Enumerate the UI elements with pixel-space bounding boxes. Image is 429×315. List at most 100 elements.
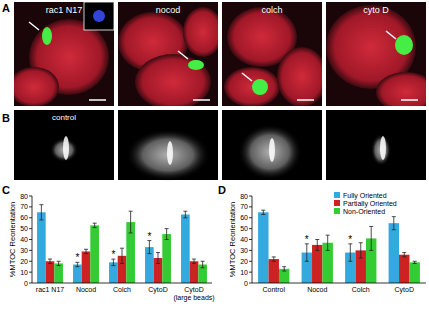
tick bbox=[249, 239, 252, 240]
error-cap bbox=[261, 210, 265, 211]
error-cap bbox=[392, 216, 396, 217]
bar bbox=[90, 225, 99, 283]
cell-profile bbox=[238, 124, 302, 180]
bar bbox=[279, 269, 289, 283]
error-line bbox=[122, 248, 123, 263]
error-cap bbox=[305, 261, 309, 262]
category-label: CytoD bbox=[148, 286, 167, 294]
category-label: Colch bbox=[113, 286, 131, 293]
legend-label: Partially Oriented bbox=[343, 200, 397, 208]
tick bbox=[249, 272, 252, 273]
cell bbox=[183, 7, 218, 57]
arrow bbox=[29, 22, 39, 30]
mtoc bbox=[380, 136, 386, 160]
panel-label: A bbox=[2, 2, 10, 14]
category-label: Control bbox=[262, 286, 285, 293]
scale-bar bbox=[193, 99, 210, 101]
panel-label: D bbox=[218, 184, 226, 196]
error-line bbox=[130, 211, 131, 233]
error-bar bbox=[192, 259, 196, 263]
chart: C01020304050607080%MTOC Reorientation***… bbox=[2, 184, 215, 302]
error-cap bbox=[282, 266, 286, 267]
error-cap bbox=[402, 256, 406, 257]
bars bbox=[258, 210, 420, 283]
label-line: Control bbox=[262, 286, 285, 293]
scale-bar bbox=[297, 99, 314, 101]
tick-label: 70 bbox=[240, 203, 248, 210]
micrograph: rac1 N17 bbox=[9, 2, 114, 107]
error-line bbox=[94, 223, 95, 227]
bar bbox=[82, 251, 91, 283]
error-cap bbox=[156, 263, 160, 264]
error-bar bbox=[39, 205, 43, 220]
y-axis bbox=[32, 196, 33, 283]
bar bbox=[162, 234, 171, 283]
error-cap bbox=[413, 261, 417, 262]
error-cap bbox=[120, 248, 124, 249]
bar bbox=[37, 212, 46, 283]
tick bbox=[249, 283, 252, 284]
cells bbox=[224, 7, 322, 106]
legend-swatch bbox=[334, 208, 340, 214]
cell bbox=[376, 72, 426, 106]
micrograph: cyto D bbox=[326, 2, 429, 112]
error-line bbox=[263, 210, 264, 214]
micrograph: colch bbox=[222, 2, 327, 107]
error-cap bbox=[272, 256, 276, 257]
tick-label: 50 bbox=[20, 225, 28, 232]
mtoc bbox=[269, 138, 275, 162]
image-label: cyto D bbox=[363, 5, 389, 15]
error-cap bbox=[192, 259, 196, 260]
category-label: Nocod bbox=[76, 286, 96, 293]
tick-label: 10 bbox=[20, 269, 28, 276]
error-cap bbox=[93, 227, 97, 228]
x-axis bbox=[32, 283, 212, 284]
label-line: CytoD bbox=[395, 286, 414, 294]
tick bbox=[249, 196, 252, 197]
tick bbox=[249, 261, 252, 262]
error-cap bbox=[39, 219, 43, 220]
error-line bbox=[149, 241, 150, 254]
error-cap bbox=[129, 232, 133, 233]
significance: * bbox=[111, 249, 115, 260]
error-bar bbox=[305, 244, 309, 261]
category-label: Colch bbox=[352, 286, 370, 293]
error-cap bbox=[165, 239, 169, 240]
error-bar bbox=[413, 261, 417, 263]
error-bar bbox=[315, 240, 319, 251]
significance: * bbox=[305, 234, 309, 245]
label-line: Nocod bbox=[307, 286, 327, 293]
error-cap bbox=[156, 252, 160, 253]
tick bbox=[29, 217, 32, 218]
axis-title: %MTOC Reorientation bbox=[228, 202, 237, 277]
tick bbox=[29, 196, 32, 197]
cells bbox=[326, 5, 426, 106]
error-cap bbox=[359, 257, 363, 258]
bar bbox=[258, 212, 268, 283]
projection bbox=[326, 110, 426, 180]
label-line: Colch bbox=[352, 286, 370, 293]
error-line bbox=[41, 205, 42, 220]
panel-label: B bbox=[2, 112, 10, 124]
error-cap bbox=[315, 250, 319, 251]
legend-swatch bbox=[334, 200, 340, 206]
error-bar bbox=[392, 217, 396, 230]
error-line bbox=[350, 244, 351, 261]
error-cap bbox=[93, 223, 97, 224]
tick-label: 60 bbox=[240, 214, 248, 221]
error-bar bbox=[48, 259, 52, 263]
bars bbox=[37, 205, 207, 283]
error-bar bbox=[201, 261, 205, 268]
error-line bbox=[158, 253, 159, 264]
bar bbox=[109, 262, 118, 283]
error-line bbox=[360, 243, 361, 258]
error-bar bbox=[165, 229, 169, 240]
cell bbox=[224, 67, 280, 106]
error-cap bbox=[261, 214, 265, 215]
legend-label: Non-Oriented bbox=[343, 208, 385, 215]
scale-bar bbox=[401, 99, 418, 101]
error-bar bbox=[93, 223, 97, 227]
error-line bbox=[58, 261, 59, 265]
legend-label: Fully Oriented bbox=[343, 192, 387, 200]
mtoc-signal bbox=[188, 60, 204, 70]
